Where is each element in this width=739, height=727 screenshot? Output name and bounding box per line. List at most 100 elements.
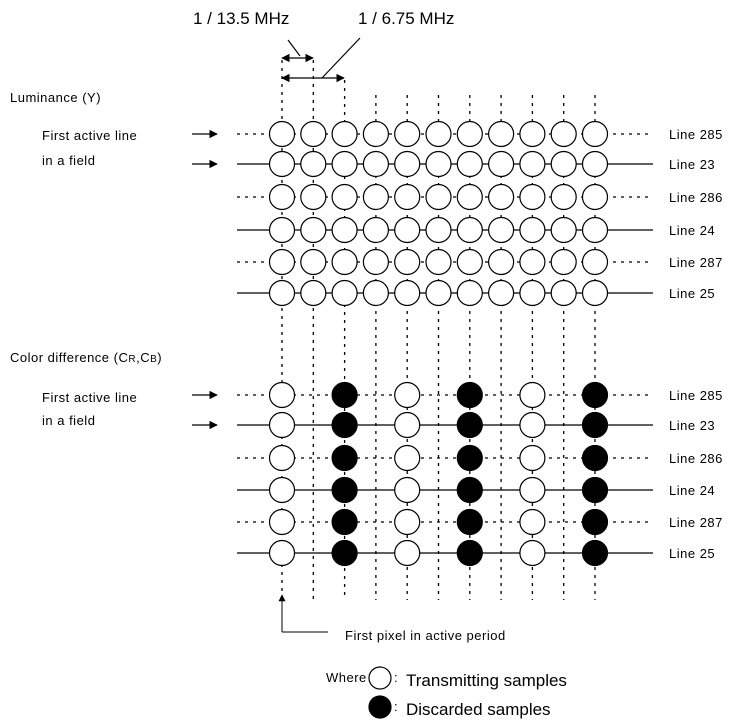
- color-first-active-line-label: First active line: [42, 390, 137, 405]
- luminance-line-label: Line 24: [669, 223, 715, 238]
- transmitting-sample: [331, 150, 358, 178]
- legend-colon-2: :: [394, 699, 398, 714]
- transmitting-sample: [488, 120, 515, 148]
- transmitting-sample: [394, 444, 421, 472]
- transmitting-sample: [425, 248, 452, 276]
- transmitting-sample: [519, 539, 546, 567]
- transmitting-sample: [394, 539, 421, 567]
- discarded-sample: [456, 508, 483, 536]
- transmitting-sample: [519, 150, 546, 178]
- legend-transmit-circle-icon: [368, 666, 392, 690]
- transmitting-sample: [362, 279, 389, 307]
- transmitting-sample: [268, 508, 296, 536]
- discarded-sample: [581, 476, 609, 504]
- first-pixel-label: First pixel in active period: [345, 628, 506, 643]
- transmitting-sample: [550, 120, 577, 148]
- transmitting-sample: [456, 216, 483, 244]
- transmitting-sample: [268, 248, 296, 276]
- luminance-line-label: Line 23: [669, 157, 715, 172]
- transmitting-sample: [394, 150, 421, 178]
- discarded-sample: [331, 539, 358, 567]
- transmitting-sample: [268, 279, 296, 307]
- transmitting-sample: [581, 248, 609, 276]
- transmitting-sample: [519, 381, 546, 409]
- transmitting-sample: [362, 216, 389, 244]
- transmitting-sample: [581, 150, 609, 178]
- first-pixel-pointer: [278, 594, 328, 633]
- transmitting-sample: [394, 381, 421, 409]
- transmitting-sample: [362, 120, 389, 148]
- transmitting-sample: [331, 120, 358, 148]
- transmitting-sample: [331, 279, 358, 307]
- dimension-line: [287, 39, 301, 57]
- transmitting-sample: [550, 150, 577, 178]
- transmitting-sample: [300, 279, 327, 307]
- discarded-sample: [331, 444, 358, 472]
- luminance-in-a-field-label: in a field: [42, 153, 95, 168]
- transmitting-sample: [519, 120, 546, 148]
- discarded-sample: [581, 411, 609, 439]
- transmitting-sample: [268, 539, 296, 567]
- transmitting-sample: [300, 120, 327, 148]
- luminance-first-active-line-label: First active line: [42, 128, 137, 143]
- discarded-sample: [331, 508, 358, 536]
- transmitting-sample: [300, 150, 327, 178]
- transmitting-sample: [362, 150, 389, 178]
- transmitting-sample: [268, 120, 296, 148]
- transmitting-sample: [268, 444, 296, 472]
- transmitting-sample: [425, 183, 452, 211]
- transmitting-sample: [456, 150, 483, 178]
- color-line-label: Line 287: [669, 515, 723, 530]
- transmitting-sample: [488, 183, 515, 211]
- transmitting-sample: [425, 279, 452, 307]
- discarded-sample: [581, 508, 609, 536]
- transmitting-sample: [331, 248, 358, 276]
- transmitting-sample: [550, 279, 577, 307]
- dimension-line: [321, 37, 361, 79]
- color-in-a-field-label: in a field: [42, 413, 95, 428]
- transmitting-sample: [394, 120, 421, 148]
- transmitting-sample: [394, 411, 421, 439]
- transmitting-sample: [581, 279, 609, 307]
- transmitting-sample: [519, 444, 546, 472]
- transmitting-sample: [456, 248, 483, 276]
- transmitting-sample: [581, 216, 609, 244]
- color-line-label: Line 25: [669, 546, 715, 561]
- luminance-line-label: Line 287: [669, 255, 723, 270]
- transmitting-sample: [268, 381, 296, 409]
- transmitting-sample: [488, 216, 515, 244]
- legend-transmitting-label: Transmitting samples: [406, 671, 567, 690]
- luminance-line-label: Line 25: [669, 286, 715, 301]
- period-13-5-label: 1 / 13.5 MHz: [193, 9, 289, 28]
- color-line-label: Line 24: [669, 483, 715, 498]
- discarded-sample: [456, 381, 483, 409]
- luminance-title: Luminance (Y): [10, 90, 101, 105]
- discarded-sample: [581, 539, 609, 567]
- transmitting-sample: [488, 248, 515, 276]
- color-line-label: Line 23: [669, 418, 715, 433]
- period-6-75-label: 1 / 6.75 MHz: [358, 9, 454, 28]
- transmitting-sample: [456, 183, 483, 211]
- luminance-line-label: Line 285: [669, 127, 723, 142]
- transmitting-sample: [581, 120, 609, 148]
- transmitting-sample: [300, 248, 327, 276]
- transmitting-sample: [268, 411, 296, 439]
- legend-colon-1: :: [394, 670, 398, 685]
- transmitting-sample: [488, 150, 515, 178]
- transmitting-sample: [550, 216, 577, 244]
- transmitting-sample: [331, 183, 358, 211]
- discarded-sample: [456, 444, 483, 472]
- legend-discard-circle-icon: [368, 695, 392, 719]
- color-line-label: Line 285: [669, 388, 723, 403]
- transmitting-sample: [550, 183, 577, 211]
- transmitting-sample: [268, 183, 296, 211]
- luminance-grid: Line 285 Line 23 Line 286 Line 24 Line 287 Li…: [192, 120, 723, 307]
- transmitting-sample: [394, 508, 421, 536]
- transmitting-sample: [550, 248, 577, 276]
- luminance-line-label: Line 286: [669, 190, 723, 205]
- transmitting-sample: [519, 476, 546, 504]
- discarded-sample: [331, 411, 358, 439]
- transmitting-sample: [331, 216, 358, 244]
- transmitting-sample: [425, 216, 452, 244]
